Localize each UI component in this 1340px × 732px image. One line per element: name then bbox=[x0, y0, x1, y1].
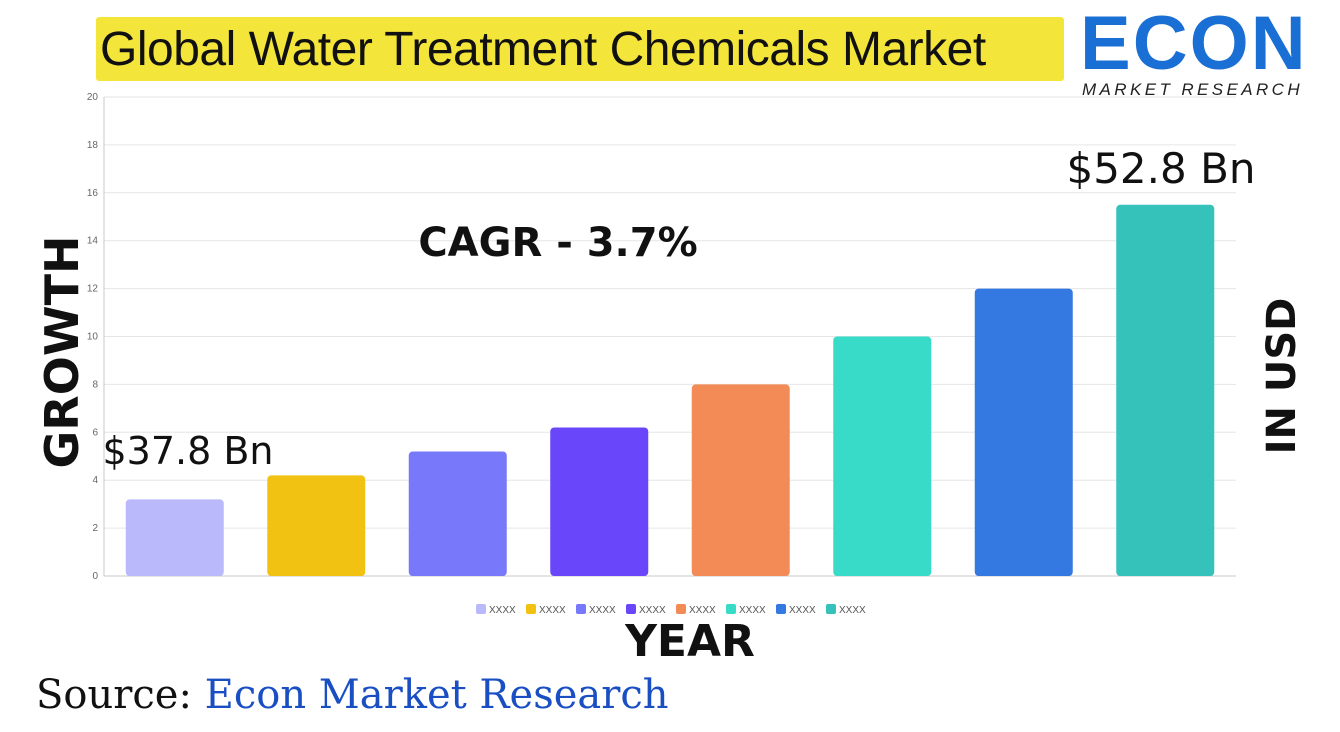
legend-swatch bbox=[626, 604, 636, 614]
source-prefix: Source: bbox=[36, 672, 192, 718]
legend-swatch bbox=[526, 604, 536, 614]
bars bbox=[125, 204, 1215, 576]
y-tick-label: 2 bbox=[92, 523, 98, 534]
y-tick-label: 16 bbox=[87, 188, 99, 199]
legend-label: XXXX bbox=[839, 605, 866, 616]
legend-label: XXXX bbox=[789, 605, 816, 616]
legend-swatch bbox=[676, 604, 686, 614]
bar bbox=[550, 427, 649, 576]
source-line: Source: Econ Market Research bbox=[36, 672, 669, 718]
bar bbox=[1116, 204, 1215, 576]
legend-label: XXXX bbox=[489, 605, 516, 616]
y-tick-label: 0 bbox=[92, 571, 98, 582]
y-tick-label: 6 bbox=[92, 427, 98, 438]
x-axis-label-year: YEAR bbox=[625, 616, 755, 667]
y-tick-label: 14 bbox=[87, 236, 99, 247]
legend-label: XXXX bbox=[739, 605, 766, 616]
bar bbox=[833, 336, 932, 576]
start-value-label: $37.8 Bn bbox=[102, 429, 273, 473]
legend-swatch bbox=[476, 604, 486, 614]
cagr-annotation: CAGR - 3.7% bbox=[418, 220, 697, 266]
econ-logo: ECON MARKET RESEARCH bbox=[1080, 6, 1325, 102]
title-highlight bbox=[96, 17, 1064, 81]
y-tick-label: 8 bbox=[92, 379, 98, 390]
y-tick-labels: 0 2 4 6 8 10 12 14 16 18 20 bbox=[87, 92, 99, 582]
y-tick-label: 10 bbox=[87, 332, 99, 343]
bar bbox=[267, 475, 366, 576]
logo-word: ECON bbox=[1080, 1, 1308, 86]
y-tick-label: 18 bbox=[87, 140, 99, 151]
y-tick-label: 4 bbox=[92, 475, 98, 486]
bar bbox=[691, 384, 790, 576]
bar bbox=[974, 288, 1073, 576]
legend-swatch bbox=[726, 604, 736, 614]
bar bbox=[408, 451, 507, 576]
chart-title: Global Water Treatment Chemicals Market bbox=[100, 23, 986, 76]
y-tick-label: 12 bbox=[87, 284, 99, 295]
logo-subtitle: MARKET RESEARCH bbox=[1082, 80, 1304, 99]
legend-swatch bbox=[776, 604, 786, 614]
end-value-label: $52.8 Bn bbox=[1066, 144, 1255, 193]
y-tick-label: 20 bbox=[87, 92, 99, 103]
legend-label: XXXX bbox=[639, 605, 666, 616]
legend-label: XXXX bbox=[589, 605, 616, 616]
source-name: Econ Market Research bbox=[204, 672, 669, 718]
legend-label: XXXX bbox=[689, 605, 716, 616]
bar bbox=[125, 499, 224, 576]
legend-label: XXXX bbox=[539, 605, 566, 616]
legend-swatch bbox=[826, 604, 836, 614]
legend-swatch bbox=[576, 604, 586, 614]
legend: XXXX XXXX XXXX XXXX XXXX XXXX XXXX XXXX bbox=[476, 604, 866, 616]
